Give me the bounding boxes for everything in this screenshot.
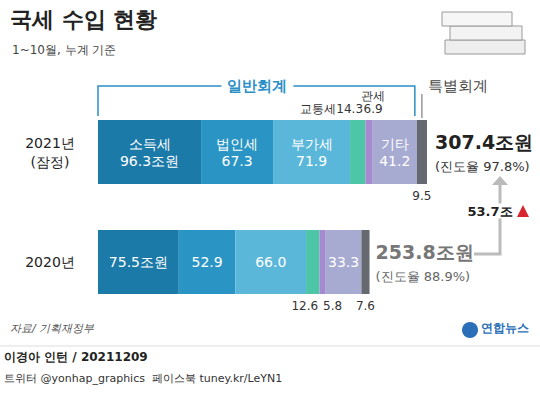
svg-text:기타: 기타 (381, 136, 409, 152)
svg-text:96.3조원: 96.3조원 (120, 153, 179, 169)
svg-text:자료/ 기획재정부: 자료/ 기획재정부 (10, 322, 95, 335)
svg-text:66.0: 66.0 (255, 254, 286, 270)
svg-text:일반회계: 일반회계 (227, 77, 287, 95)
svg-text:75.5조원: 75.5조원 (109, 254, 168, 270)
svg-text:9.5: 9.5 (412, 189, 431, 203)
svg-text:관세: 관세 (361, 89, 385, 103)
svg-text:특별회계: 특별회계 (428, 77, 488, 95)
svg-text:이경아 인턴 / 20211209: 이경아 인턴 / 20211209 (4, 350, 148, 364)
svg-text:7.6: 7.6 (356, 299, 375, 313)
svg-text:소득세: 소득세 (129, 136, 171, 152)
svg-text:국세 수입 현황: 국세 수입 현황 (10, 7, 157, 32)
svg-text:5.8: 5.8 (323, 299, 342, 313)
svg-text:2021년: 2021년 (25, 135, 75, 151)
svg-text:41.2: 41.2 (379, 153, 410, 169)
svg-text:253.8조원: 253.8조원 (376, 241, 474, 263)
svg-text:33.3: 33.3 (328, 254, 359, 270)
svg-text:트위터 @yonhap_graphics 페이스북 tun: 트위터 @yonhap_graphics 페이스북 tuney.kr/LeYN1 (4, 372, 282, 385)
svg-text:1~10월, 누계 기준: 1~10월, 누계 기준 (12, 43, 116, 57)
svg-text:71.9: 71.9 (296, 153, 327, 169)
svg-text:307.4조원: 307.4조원 (435, 131, 533, 153)
svg-text:법인세: 법인세 (216, 136, 258, 152)
svg-text:부가세: 부가세 (291, 136, 333, 152)
svg-text:연합뉴스: 연합뉴스 (481, 321, 529, 335)
svg-text:52.9: 52.9 (192, 254, 223, 270)
svg-text:2020년: 2020년 (25, 254, 75, 270)
svg-text:12.6: 12.6 (291, 299, 318, 313)
svg-text:53.7조: 53.7조 (467, 204, 512, 219)
svg-text:(진도율 88.9%): (진도율 88.9%) (376, 269, 471, 284)
svg-text:교통세14.3: 교통세14.3 (300, 102, 363, 116)
svg-text:(진도율 97.8%): (진도율 97.8%) (435, 159, 530, 174)
svg-text:6.9: 6.9 (363, 102, 382, 116)
svg-text:67.3: 67.3 (221, 153, 252, 169)
svg-text:(잠정): (잠정) (31, 154, 70, 170)
